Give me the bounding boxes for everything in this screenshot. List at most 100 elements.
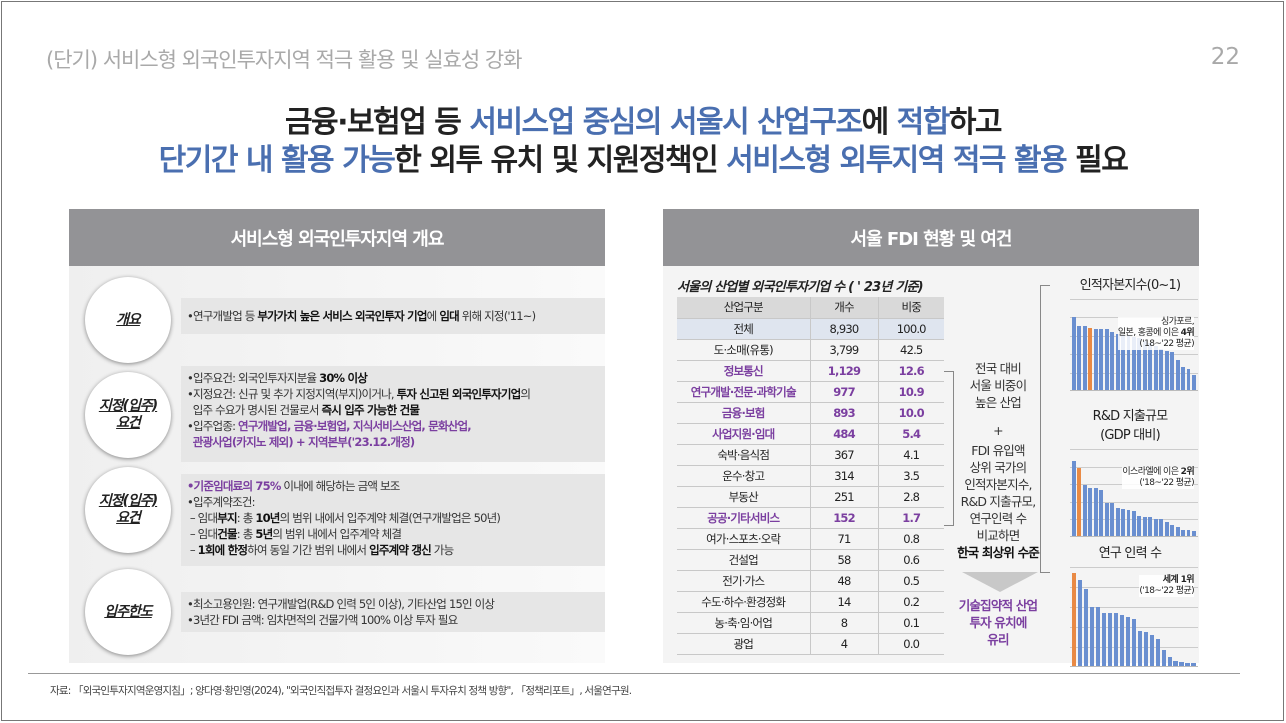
row-label-circle: 지정(입주) 요건 [85,372,171,458]
industry-cell: 여가·스포츠·오락 [677,528,810,550]
mini-chart-bar [1107,613,1113,666]
industry-cell: 부동산 [677,486,810,508]
industry-cell: 건설업 [677,549,810,571]
count-cell: 8,930 [809,318,878,340]
middle-plus: + [993,423,1003,438]
table-row: 금융·보험 893 10.0 [677,402,944,424]
count-cell: 484 [809,423,878,445]
row-line: – 1회에 한정하여 동일 기간 범위 내에서 입주계약 갱신 가능 [187,543,454,557]
count-cell: 893 [809,402,878,424]
share-cell: 5.4 [877,423,944,445]
mini-chart-bar [1119,615,1125,666]
mini-chart-bar [1191,374,1196,390]
row-line: •입주요건: 외국인투자지분율 30% 이상 [187,371,368,385]
mini-chart-bar [1137,516,1142,536]
industry-cell: 광업 [677,633,810,655]
table-row: 수도·하수·환경정화 14 0.2 [677,591,944,613]
mini-chart-bar [1089,606,1095,666]
share-cell: 4.1 [877,444,944,466]
industry-cell: 도·소매(유통) [677,339,810,361]
table-row: 부동산 251 2.8 [677,486,944,508]
row-line: 입주 수요가 명시된 건물로서 즉시 입주 가능한 건물 [187,403,420,417]
fdi-table: 산업구분 개수 비중 전체 8,930 100.0 도·소매(유통) 3,799 42.5… [677,297,944,655]
table-row: 전체 8,930 100.0 [677,318,944,340]
mini-chart-bar [1149,635,1155,666]
table-row: 전기·가스 48 0.5 [677,570,944,592]
mini-chart-title: 인적자본지수(0~1) [1079,278,1181,293]
mini-chart-bar [1110,332,1115,390]
row-content-box: •연구개발업 등 부가가치 높은 서비스 외국인투자 기업에 임대 위해 지정(… [181,298,605,334]
table-row: 사업지원·임대 484 5.4 [677,423,944,445]
mini-chart-title: R&D 지출규모 (GDP 대비) [1092,409,1169,443]
mini-chart-bar [1142,517,1147,536]
industry-cell: 운수·창고 [677,465,810,487]
fdi-table-title: 서울의 산업별 외국인투자기업 수 ( ' 23년 기준) [677,280,924,295]
mini-chart-bar [1088,488,1093,536]
count-cell: 251 [809,486,878,508]
row-line: •지정요건: 신규 및 추가 지정지역(부지)이거나, 투자 신고된 외국인투자… [187,387,531,401]
industry-cell: 수도·하수·환경정화 [677,591,810,613]
mini-chart-bar [1142,341,1147,390]
mini-chart-bar [1099,489,1104,536]
source-divider [28,673,1240,674]
mini-chart-bar [1131,336,1136,390]
mini-chart-bar [1072,572,1077,666]
row-line: – 임대건물: 총 5년의 범위 내에서 입주계약 체결 [187,527,402,541]
count-cell: 367 [809,444,878,466]
mini-chart-bar [1088,327,1093,390]
mini-chart-bar [1115,333,1120,390]
industry-cell: 연구개발·전문·과학기술 [677,381,810,403]
headline-line-2: 단기간 내 활용 가능한 외투 유치 및 지원정책인 서비스형 외투지역 적극 … [0,142,1286,180]
mini-chart-bar [1167,657,1172,666]
left-panel-title: 서비스형 외국인투자지역 개요 [69,209,605,266]
share-cell: 42.5 [877,339,944,361]
mini-chart-bar [1170,352,1175,390]
mini-chart-bar [1175,527,1180,536]
mini-chart: 인적자본지수(0~1) 싱가포르, 일본, 홍콩에 이은 4위 ('18~'22 평균… [1060,274,1200,391]
mini-chart: R&D 지출규모 (GDP 대비) 이스라엘에 이은 2위 ('18~'22 평균) [1060,405,1200,537]
share-cell: 12.6 [877,360,944,382]
mini-chart-bar [1101,613,1107,666]
mini-chart-bar [1095,606,1101,666]
mini-chart-bar [1121,335,1126,390]
share-cell: 1.7 [877,507,944,529]
mini-chart-bar [1077,326,1082,390]
share-cell: 2.8 [877,486,944,508]
count-cell: 4 [809,633,878,655]
mini-chart-bar [1125,616,1131,666]
col-industry: 산업구분 [677,297,810,319]
mini-chart-bar [1148,517,1153,536]
mini-chart-bar [1159,519,1164,536]
count-cell: 977 [809,381,878,403]
industry-cell: 전기·가스 [677,570,810,592]
mini-chart-bar [1185,662,1190,666]
mini-chart-bar [1126,509,1131,536]
table-row: 공공·기타서비스 152 1.7 [677,507,944,529]
col-count: 개수 [809,297,878,319]
middle-text-comparison: FDI 유입액 상위 국가의 인적자본지수, R&D 지출규모, 연구인력 수 비교하면 한… [956,443,1040,560]
middle-result: 기술집약적 산업 투자 유치에 유리 [958,598,1038,647]
headline-segment: 적합 [896,105,951,140]
section-title: (단기) 서비스형 외국인투자지역 적극 활용 및 실효성 강화 [46,48,522,72]
share-cell: 100.0 [877,318,944,340]
table-row: 광업 4 0.0 [677,633,944,655]
mini-chart-bar [1082,326,1087,390]
share-cell: 0.5 [877,570,944,592]
middle-text-high-share: 전국 대비 서울 비중이 높은 산업 [969,361,1027,410]
mini-chart-bar [1179,662,1184,666]
table-header-row: 산업구분 개수 비중 [677,297,944,319]
source-note: 자료: 「외국인투자지역운영지침」; 양다영·황민영(2024), "외국인직접… [50,685,632,697]
row-line: •연구개발업 등 부가가치 높은 서비스 외국인투자 기업에 임대 위해 지정(… [187,309,536,323]
headline-segment: 하고 [948,105,1003,140]
share-cell: 0.8 [877,528,944,550]
industry-cell: 농·축·임·어업 [677,612,810,634]
share-cell: 10.0 [877,402,944,424]
industry-cell: 전체 [677,318,810,340]
table-row: 농·축·임·어업 8 0.1 [677,612,944,634]
mini-chart-bar [1093,329,1098,390]
mini-chart-bar [1148,342,1153,390]
row-label-circle: 입주한도 [85,569,171,655]
mini-chart-bar [1191,530,1196,536]
mini-chart-bar [1131,511,1136,536]
mini-chart-bar [1083,589,1089,666]
